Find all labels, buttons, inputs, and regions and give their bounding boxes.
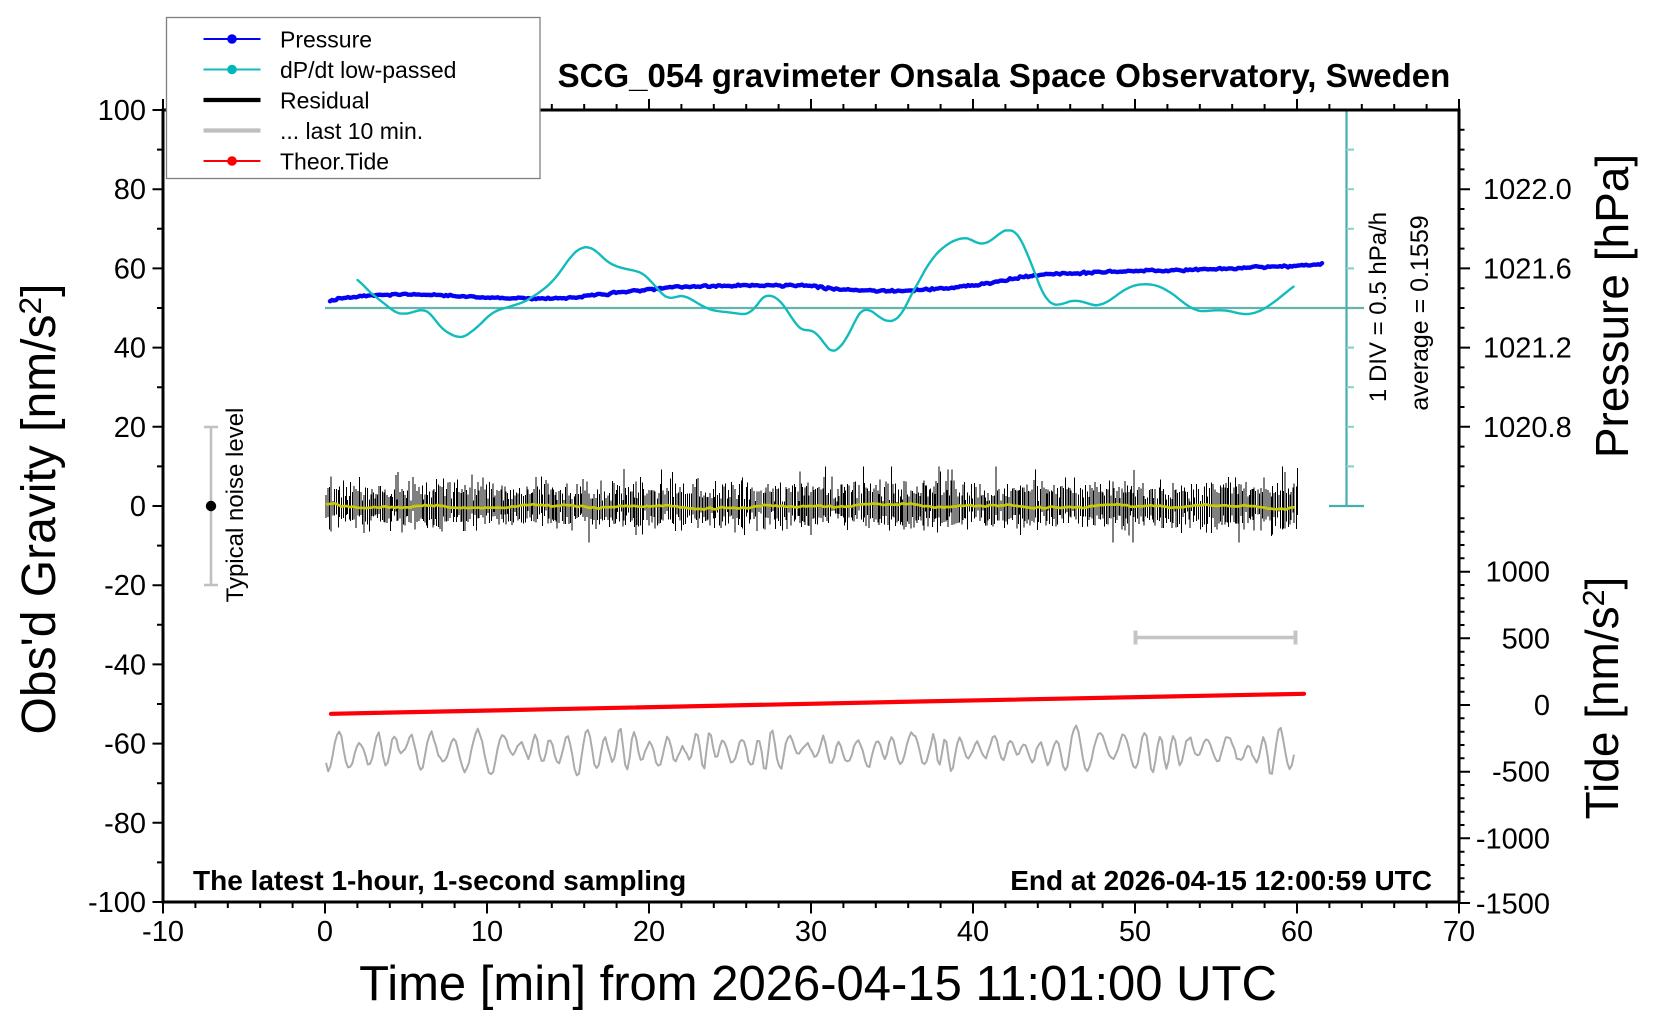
svg-text:30: 30 xyxy=(795,916,827,948)
svg-text:1021.2: 1021.2 xyxy=(1483,333,1572,365)
svg-text:-60: -60 xyxy=(104,729,146,761)
svg-text:50: 50 xyxy=(1119,916,1151,948)
svg-text:Time [min] from 2026-04-15 11:: Time [min] from 2026-04-15 11:01:00 UTC xyxy=(359,957,1277,1011)
svg-text:70: 70 xyxy=(1443,916,1475,948)
svg-text:SCG_054 gravimeter Onsala Spac: SCG_054 gravimeter Onsala Space Observat… xyxy=(558,57,1451,94)
svg-text:40: 40 xyxy=(957,916,989,948)
svg-text:... last 10 min.: ... last 10 min. xyxy=(280,118,423,144)
svg-text:-20: -20 xyxy=(104,570,146,602)
svg-text:0: 0 xyxy=(317,916,333,948)
svg-text:1 DIV = 0.5 hPa/h: 1 DIV = 0.5 hPa/h xyxy=(1365,212,1392,402)
svg-text:-10: -10 xyxy=(142,916,184,948)
svg-text:The latest 1-hour, 1-second sa: The latest 1-hour, 1-second sampling xyxy=(193,865,686,896)
svg-text:Pressure [hPa]: Pressure [hPa] xyxy=(1586,154,1638,458)
svg-text:20: 20 xyxy=(633,916,665,948)
svg-text:40: 40 xyxy=(114,333,146,365)
svg-text:1000: 1000 xyxy=(1485,557,1550,589)
svg-text:Typical noise level: Typical noise level xyxy=(222,408,249,603)
svg-text:-1500: -1500 xyxy=(1476,889,1550,921)
svg-text:500: 500 xyxy=(1502,623,1550,655)
svg-text:average = 0.1559: average = 0.1559 xyxy=(1406,215,1434,410)
svg-text:Tide [nm/s2]: Tide [nm/s2] xyxy=(1576,577,1628,820)
svg-text:End at 2026-04-15 12:00:59 UTC: End at 2026-04-15 12:00:59 UTC xyxy=(1010,865,1432,896)
svg-text:60: 60 xyxy=(114,253,146,285)
svg-text:1021.6: 1021.6 xyxy=(1483,253,1572,285)
svg-text:0: 0 xyxy=(130,491,146,523)
svg-text:-1000: -1000 xyxy=(1476,823,1550,855)
svg-text:-100: -100 xyxy=(88,887,146,919)
svg-text:-80: -80 xyxy=(104,808,146,840)
svg-text:80: 80 xyxy=(114,174,146,206)
svg-text:-40: -40 xyxy=(104,649,146,681)
svg-text:10: 10 xyxy=(471,916,503,948)
svg-text:Theor.Tide: Theor.Tide xyxy=(280,149,389,175)
svg-text:Pressure: Pressure xyxy=(280,27,372,53)
svg-text:1020.8: 1020.8 xyxy=(1483,412,1572,444)
svg-text:dP/dt low-passed: dP/dt low-passed xyxy=(280,57,456,83)
svg-text:-500: -500 xyxy=(1492,757,1550,789)
svg-text:0: 0 xyxy=(1534,690,1550,722)
svg-text:100: 100 xyxy=(98,95,146,127)
svg-text:60: 60 xyxy=(1281,916,1313,948)
svg-text:20: 20 xyxy=(114,412,146,444)
svg-text:Residual: Residual xyxy=(280,88,370,114)
svg-text:1022.0: 1022.0 xyxy=(1483,174,1572,206)
svg-text:Obs'd Gravity [nm/s2]: Obs'd Gravity [nm/s2] xyxy=(12,284,66,735)
